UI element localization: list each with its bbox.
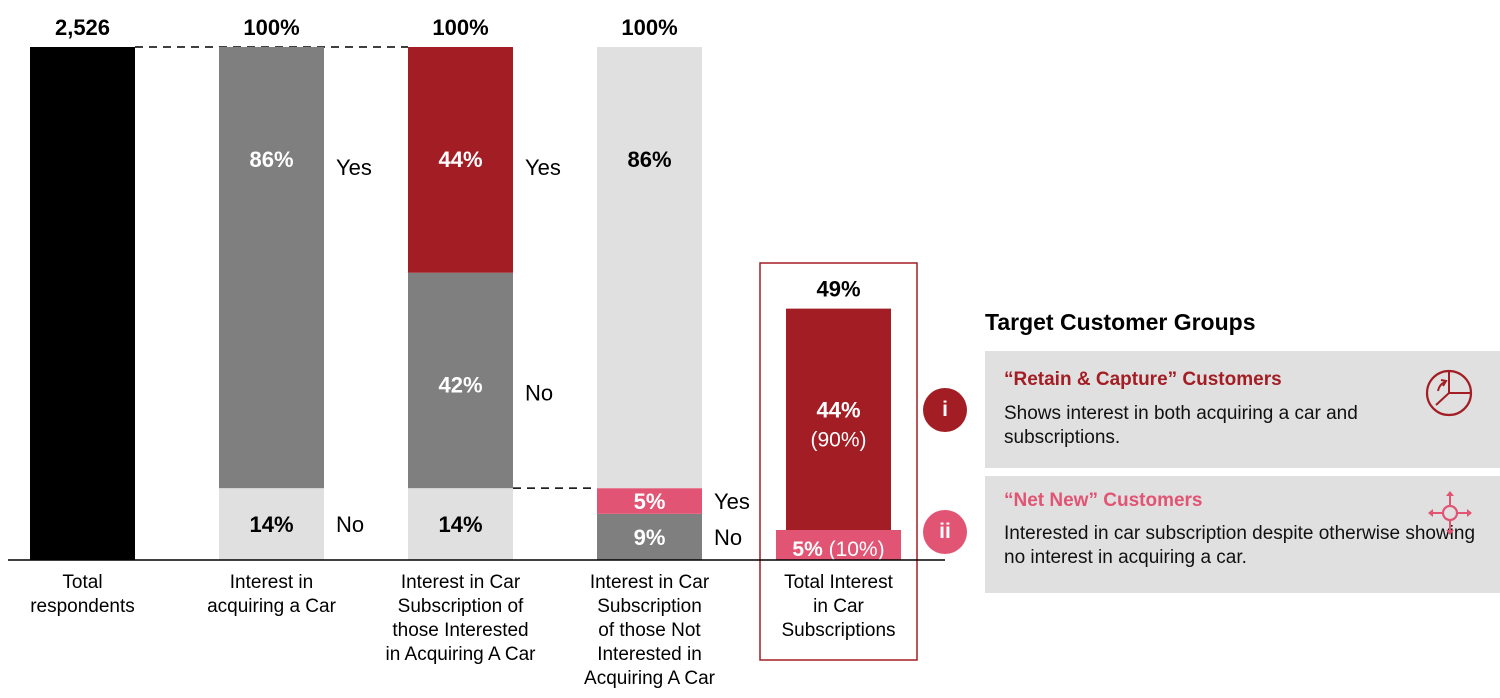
bar-4-segment-1 [786,308,891,535]
group-description: Shows interest in both acquiring a car a… [1004,403,1358,448]
bar-4-segment-1-extra-label: (90%) [810,428,866,451]
bar-3-segment-1 [597,488,702,514]
bar-1-side-label-1: Yes [336,155,372,180]
bar-2-side-label-2: Yes [525,155,561,180]
category-label-2: Interest in Car Subscription of those Inte… [386,572,537,665]
category-label-3: Interest in Car Subscription of those Not I… [584,572,716,689]
category-label-4: Total Interest in Car Subscriptions [781,572,895,641]
panel-title: Target Customer Groups [985,309,1256,335]
bar-2-segment-2-label: 44% [438,147,482,172]
bar-2-segment-1-label: 42% [438,373,482,398]
bar-2-segment-1 [408,272,513,489]
bar-3-side-label-1: Yes [714,489,750,514]
bar-2-total-label: 100% [432,15,488,40]
bar-4-segment-1-label: 44% [816,397,860,422]
bar-4-segment-0-label-bg [776,530,901,560]
category-label-1: Interest in acquiring a Car [207,572,337,617]
bar-1-segment-1 [219,47,324,489]
bar-0-segment-0 [30,47,135,560]
bar-3-segment-0-label: 9% [634,525,666,550]
bar-3-segment-0 [597,513,702,560]
bar-2-segment-0-label: 14% [438,512,482,537]
badge-i: i [923,388,967,432]
bar-3-side-label-0: No [714,525,742,550]
bar-1-segment-0 [219,488,324,560]
highlight-frame [759,262,918,661]
bar-4-total-label: 49% [816,277,860,302]
bar-4-segment-0-label: 5% (10%) [792,538,884,561]
group-title: “Net New” Customers [1004,490,1203,511]
move-arrows-icon [1428,491,1472,535]
bar-0-total-label: 2,526 [55,15,110,40]
bar-3-total-label: 100% [621,15,677,40]
bar-2-segment-2 [408,47,513,273]
bar-1-side-label-0: No [336,512,364,537]
category-label-0: Total respondents [30,572,135,617]
group-description: Interested in car subscription despite o… [1004,523,1476,568]
group-net-new: “Net New” Customers Interested in car su… [985,476,1500,593]
group-retain-capture: “Retain & Capture” Customers Shows inter… [985,351,1500,468]
badge-ii: ii [923,510,967,554]
bar-1-segment-0-label: 14% [249,512,293,537]
group-title: “Retain & Capture” Customers [1004,369,1282,390]
bar-3-segment-2-label: 86% [627,147,671,172]
bar-3-segment-2 [597,47,702,489]
bar-2-side-label-1: No [525,381,553,406]
pie-clock-icon [1425,369,1473,417]
bar-2-segment-0 [408,488,513,560]
waterfall-chart: 14% 86% 14% 42% 44% 9% 5% 86% 5% (10%) 44% (90%) N… [8,15,945,689]
bar-3-segment-1-label: 5% [634,489,666,514]
bar-1-segment-1-label: 86% [249,147,293,172]
bar-1-total-label: 100% [243,15,299,40]
